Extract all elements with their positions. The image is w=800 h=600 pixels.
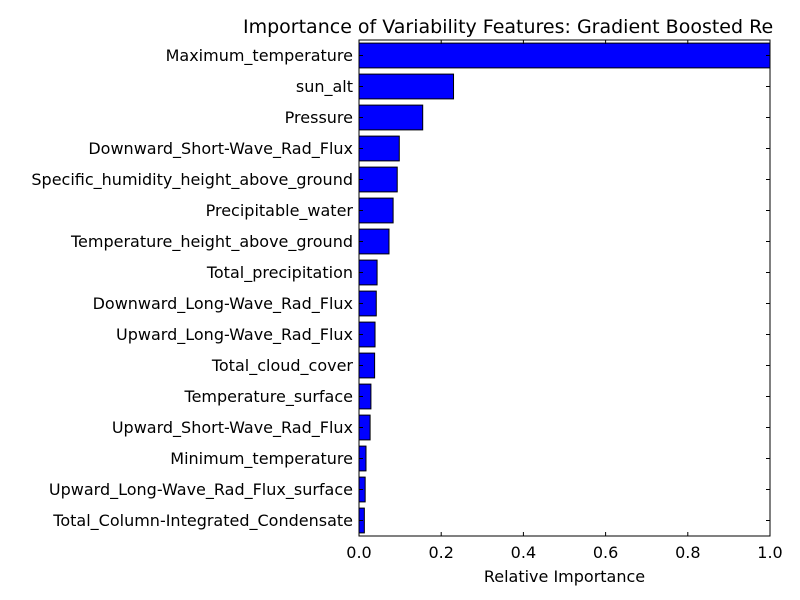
x-tick-label: 0.2: [428, 543, 453, 562]
bars-group: [358, 42, 771, 534]
chart-title: Importance of Variability Features: Grad…: [243, 16, 773, 38]
y-category-label: Maximum_temperature: [166, 46, 353, 66]
y-category-label: Minimum_temperature: [170, 449, 353, 469]
y-category-label: Total_cloud_cover: [211, 356, 354, 376]
y-category-label: Pressure: [285, 108, 353, 127]
y-category-label: Total_precipitation: [206, 263, 353, 283]
bar: [358, 104, 424, 131]
y-category-label: Downward_Long-Wave_Rad_Flux: [93, 294, 353, 314]
y-axis-ticks: [359, 55, 770, 521]
bar: [358, 166, 398, 193]
bar: [358, 197, 394, 224]
x-axis-ticks: 0.0 0.2 0.4 0.6 0.8 1.0: [346, 40, 783, 562]
y-category-label: Downward_Short-Wave_Rad_Flux: [88, 139, 353, 159]
y-category-label: Total_Column-Integrated_Condensate: [52, 511, 353, 531]
y-category-label: Specific_humidity_height_above_ground: [31, 170, 353, 190]
y-category-label: Upward_Long-Wave_Rad_Flux: [116, 325, 353, 345]
x-axis-title: Relative Importance: [484, 567, 645, 586]
y-category-label: Upward_Long-Wave_Rad_Flux_surface: [49, 480, 353, 500]
bar: [358, 73, 455, 100]
y-axis-labels: Maximum_temperature sun_alt Pressure Downwa…: [31, 46, 353, 531]
y-category-label: sun_alt: [296, 77, 353, 97]
bar: [358, 228, 390, 255]
x-tick-label: 0.0: [346, 543, 371, 562]
x-tick-label: 0.4: [511, 543, 536, 562]
plot-area-frame: [358, 39, 771, 537]
x-tick-label: 0.6: [593, 543, 618, 562]
bar: [358, 135, 400, 162]
y-category-label: Precipitable_water: [206, 201, 354, 221]
x-tick-label: 1.0: [757, 543, 782, 562]
bar: [358, 42, 771, 69]
y-category-label: Upward_Short-Wave_Rad_Flux: [112, 418, 353, 438]
y-category-label: Temperature_height_above_ground: [70, 232, 353, 252]
x-tick-label: 0.8: [675, 543, 700, 562]
y-category-label: Temperature_surface: [184, 387, 353, 407]
